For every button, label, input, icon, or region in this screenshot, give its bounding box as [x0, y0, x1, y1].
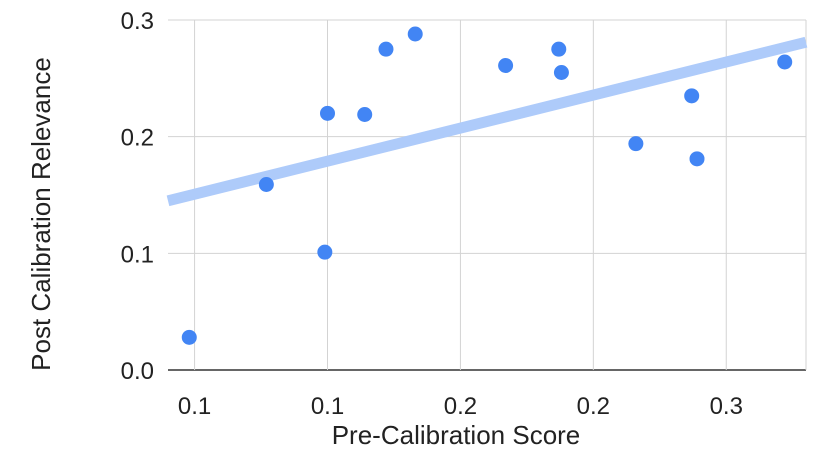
data-point[interactable] — [407, 26, 423, 42]
trendline — [166, 36, 808, 207]
data-point[interactable] — [320, 105, 335, 121]
y-tick-label: 0.2 — [121, 125, 154, 152]
data-point[interactable] — [258, 177, 274, 192]
y-tick-label: 0.0 — [121, 358, 154, 385]
data-point[interactable] — [357, 107, 373, 122]
grid-lines — [168, 19, 807, 371]
data-point[interactable] — [181, 329, 197, 345]
x-tick-label: 0.1 — [178, 393, 211, 420]
x-tick-label: 0.2 — [444, 393, 477, 420]
x-tick-label: 0.3 — [710, 393, 743, 420]
x-tick-label: 0.2 — [577, 393, 610, 420]
x-tick-label: 0.1 — [311, 393, 344, 420]
data-point[interactable] — [684, 88, 700, 104]
data-point[interactable] — [628, 136, 644, 152]
data-points — [181, 26, 793, 345]
trendline-layer — [166, 36, 808, 207]
y-axis-title: Post Calibration Relevance — [26, 57, 56, 371]
y-axis-ticks: 0.0 0.1 0.2 0.3 — [121, 8, 154, 385]
y-tick-label: 0.3 — [121, 8, 154, 35]
data-point[interactable] — [553, 65, 569, 80]
data-point[interactable] — [317, 244, 333, 260]
x-axis-ticks: 0.1 0.1 0.2 0.2 0.3 — [178, 393, 743, 420]
data-point[interactable] — [378, 41, 394, 57]
data-point[interactable] — [551, 41, 567, 57]
y-tick-label: 0.1 — [121, 241, 154, 268]
x-axis-title: Pre-Calibration Score — [332, 420, 581, 450]
data-point[interactable] — [689, 151, 705, 167]
data-point[interactable] — [498, 58, 514, 73]
data-point[interactable] — [777, 54, 793, 70]
